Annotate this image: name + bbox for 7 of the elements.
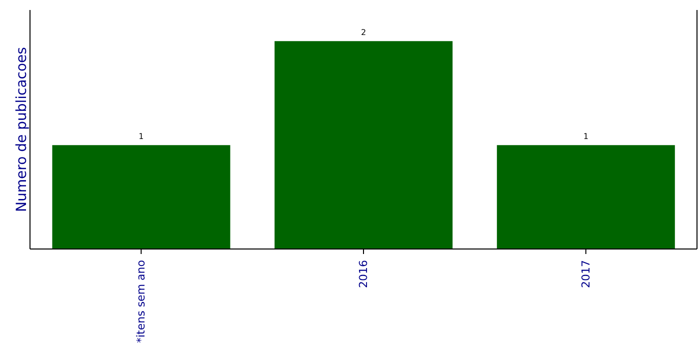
data-label: 1 [138, 132, 144, 142]
x-tick-label: 2017 [579, 260, 592, 288]
y-axis-title: Numero de publicacoes [14, 47, 30, 212]
data-label: 1 [583, 132, 588, 142]
x-tick-label: 2016 [357, 260, 370, 288]
x-tick-label: *itens sem ano [134, 260, 148, 343]
data-label: 2 [361, 28, 366, 38]
